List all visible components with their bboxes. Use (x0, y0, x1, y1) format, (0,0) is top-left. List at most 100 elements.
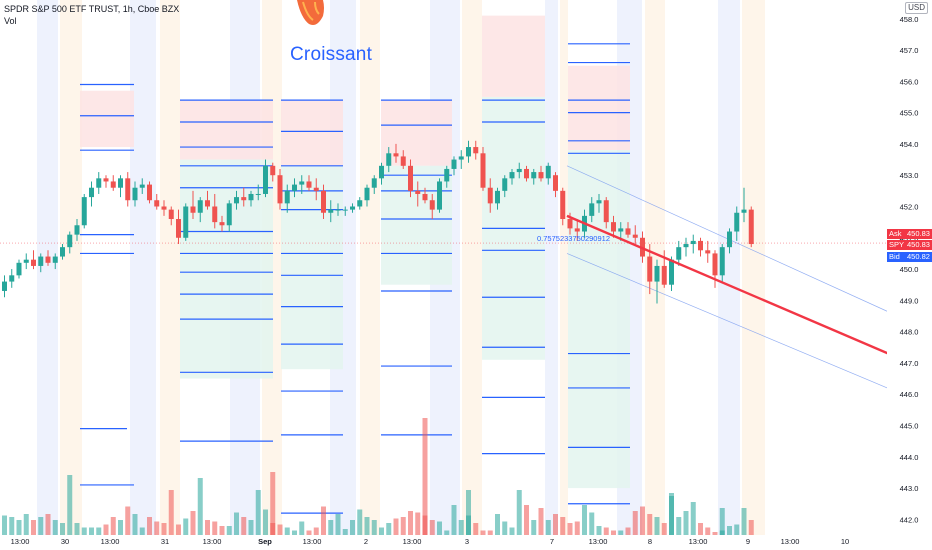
volume-bar (132, 514, 138, 535)
candle-body (408, 165, 413, 191)
volume-bar (38, 517, 44, 535)
candle-body (313, 187, 319, 191)
price-tick-label: 446.0 (900, 390, 919, 399)
candle-body (618, 228, 624, 232)
session-band (130, 0, 156, 535)
volume-bar (690, 502, 696, 535)
candle-body (437, 181, 442, 210)
candle-body (727, 231, 732, 248)
volume-bar (654, 517, 660, 535)
candle-body (2, 281, 7, 291)
time-tick-label: 7 (550, 537, 554, 546)
currency-badge[interactable]: USD (905, 2, 928, 14)
volume-bar (582, 505, 587, 535)
candle-body (147, 184, 152, 201)
candle-body (545, 165, 551, 179)
volume-bar (553, 514, 558, 535)
candle-body (183, 206, 189, 238)
candle-body (161, 206, 167, 210)
price-tick-label: 452.0 (900, 202, 919, 211)
candle-body (255, 193, 261, 195)
time-tick-label: 13:00 (689, 537, 708, 546)
candle-body (110, 181, 116, 188)
candle-body (495, 190, 500, 204)
candle-body (9, 275, 15, 282)
volume-bar (611, 530, 616, 535)
candle-body (458, 156, 464, 160)
volume-bar (516, 490, 522, 535)
time-tick-label: Sep (258, 537, 272, 546)
time-tick-label: 31 (161, 537, 169, 546)
target-zone (180, 100, 273, 160)
volume-bar (422, 418, 428, 535)
volume-bar (538, 508, 544, 535)
price-tick-label: 444.0 (900, 453, 919, 462)
volume-label: Vol (4, 16, 17, 26)
volume-bar (458, 520, 464, 535)
time-tick-label: 9 (746, 537, 750, 546)
volume-bar (712, 532, 718, 535)
time-tick-label: 3 (465, 537, 469, 546)
candle-body (103, 178, 109, 182)
candle-body (531, 172, 537, 179)
target-zone (381, 100, 452, 166)
volume-bar (480, 530, 486, 535)
volume-bar (277, 524, 283, 535)
candle-body (603, 200, 609, 223)
candle-body (219, 222, 225, 226)
candle-body (611, 222, 616, 232)
volume-bar (647, 514, 653, 535)
volume-bar (31, 520, 36, 535)
volume-bar (292, 530, 297, 535)
candle-body (683, 244, 689, 248)
candle-body (422, 193, 428, 201)
price-tick-label: 449.0 (900, 296, 919, 305)
volume-bar (393, 518, 399, 535)
candle-body (560, 190, 566, 220)
volume-bar (509, 527, 515, 535)
candle-body (429, 200, 435, 210)
candle-body (154, 200, 160, 207)
candle-body (596, 200, 602, 204)
time-tick-label: 8 (648, 537, 652, 546)
volume-bar (176, 524, 181, 535)
candle-body (335, 209, 341, 211)
volume-bar (205, 520, 210, 535)
volume-bar (596, 526, 602, 535)
volume-bar (23, 514, 29, 535)
price-tick-label: 455.0 (900, 109, 919, 118)
volume-bar (2, 515, 7, 535)
croissant-logo (293, 0, 329, 32)
volume-bar (9, 517, 15, 535)
volume-bar (313, 527, 319, 535)
time-tick-label: 13:00 (203, 537, 222, 546)
candle-body (734, 212, 740, 232)
volume-bar (618, 530, 624, 535)
candle-body (176, 219, 181, 238)
target-zone (482, 15, 545, 97)
volume-bar (698, 523, 703, 535)
candle-body (574, 228, 580, 232)
price-tick-label: 445.0 (900, 421, 919, 430)
volume-bar (147, 517, 152, 535)
candle-body (241, 197, 247, 201)
volume-bar (168, 490, 174, 535)
volume-bar (589, 512, 595, 535)
candle-body (168, 209, 174, 220)
session-band (360, 0, 380, 535)
volume-bar (328, 520, 334, 535)
stop-zone (180, 159, 273, 379)
volume-bar (103, 524, 109, 535)
volume-bar (321, 506, 326, 535)
volume-bar (52, 520, 58, 535)
candle-body (364, 187, 370, 201)
time-tick-label: 13:00 (589, 537, 608, 546)
volume-bar (255, 490, 261, 535)
time-tick-label: 13:00 (781, 537, 800, 546)
candle-body (284, 190, 290, 204)
volume-bar (502, 521, 508, 535)
channel-line (566, 253, 932, 408)
volume-bar (669, 493, 674, 535)
candle-body (524, 168, 529, 179)
